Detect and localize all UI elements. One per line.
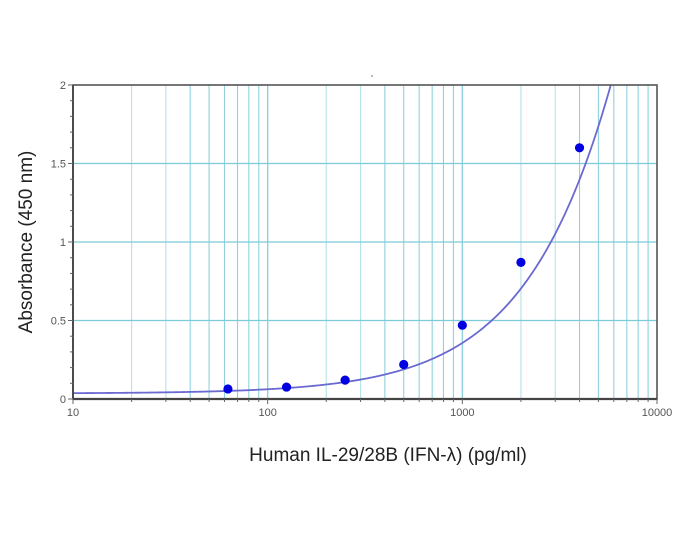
data-point <box>399 359 409 370</box>
y-tick-label: 1.5 <box>51 159 66 171</box>
y-tick-label: 2 <box>60 80 66 92</box>
data-point <box>574 143 585 153</box>
data-point <box>457 320 467 330</box>
data-point <box>223 384 233 394</box>
stray-dot <box>371 75 373 77</box>
x-tick-label: 10 <box>67 407 79 419</box>
fit-curve <box>72 84 612 395</box>
axes <box>68 84 658 404</box>
y-axis-title: Absorbance (450 nm) <box>16 151 37 334</box>
data-point <box>281 382 292 392</box>
x-tick-label: 100 <box>258 407 276 419</box>
data-point <box>516 257 526 268</box>
x-tick-label: 10000 <box>642 407 673 419</box>
x-tick-label: 1000 <box>450 407 474 419</box>
grid-lines <box>73 85 657 399</box>
standard-curve-line <box>72 84 612 395</box>
y-tick-label: 0 <box>60 394 66 406</box>
data-points <box>223 143 585 394</box>
y-tick-label: 1 <box>60 237 66 249</box>
data-point <box>340 375 350 385</box>
y-tick-label: 0.5 <box>51 316 66 328</box>
x-axis-title: Human IL-29/28B (IFN-λ) (pg/ml) <box>249 445 527 466</box>
tick-labels: 0 0.5 1 1.5 2 10 100 1000 10000 <box>51 80 673 419</box>
